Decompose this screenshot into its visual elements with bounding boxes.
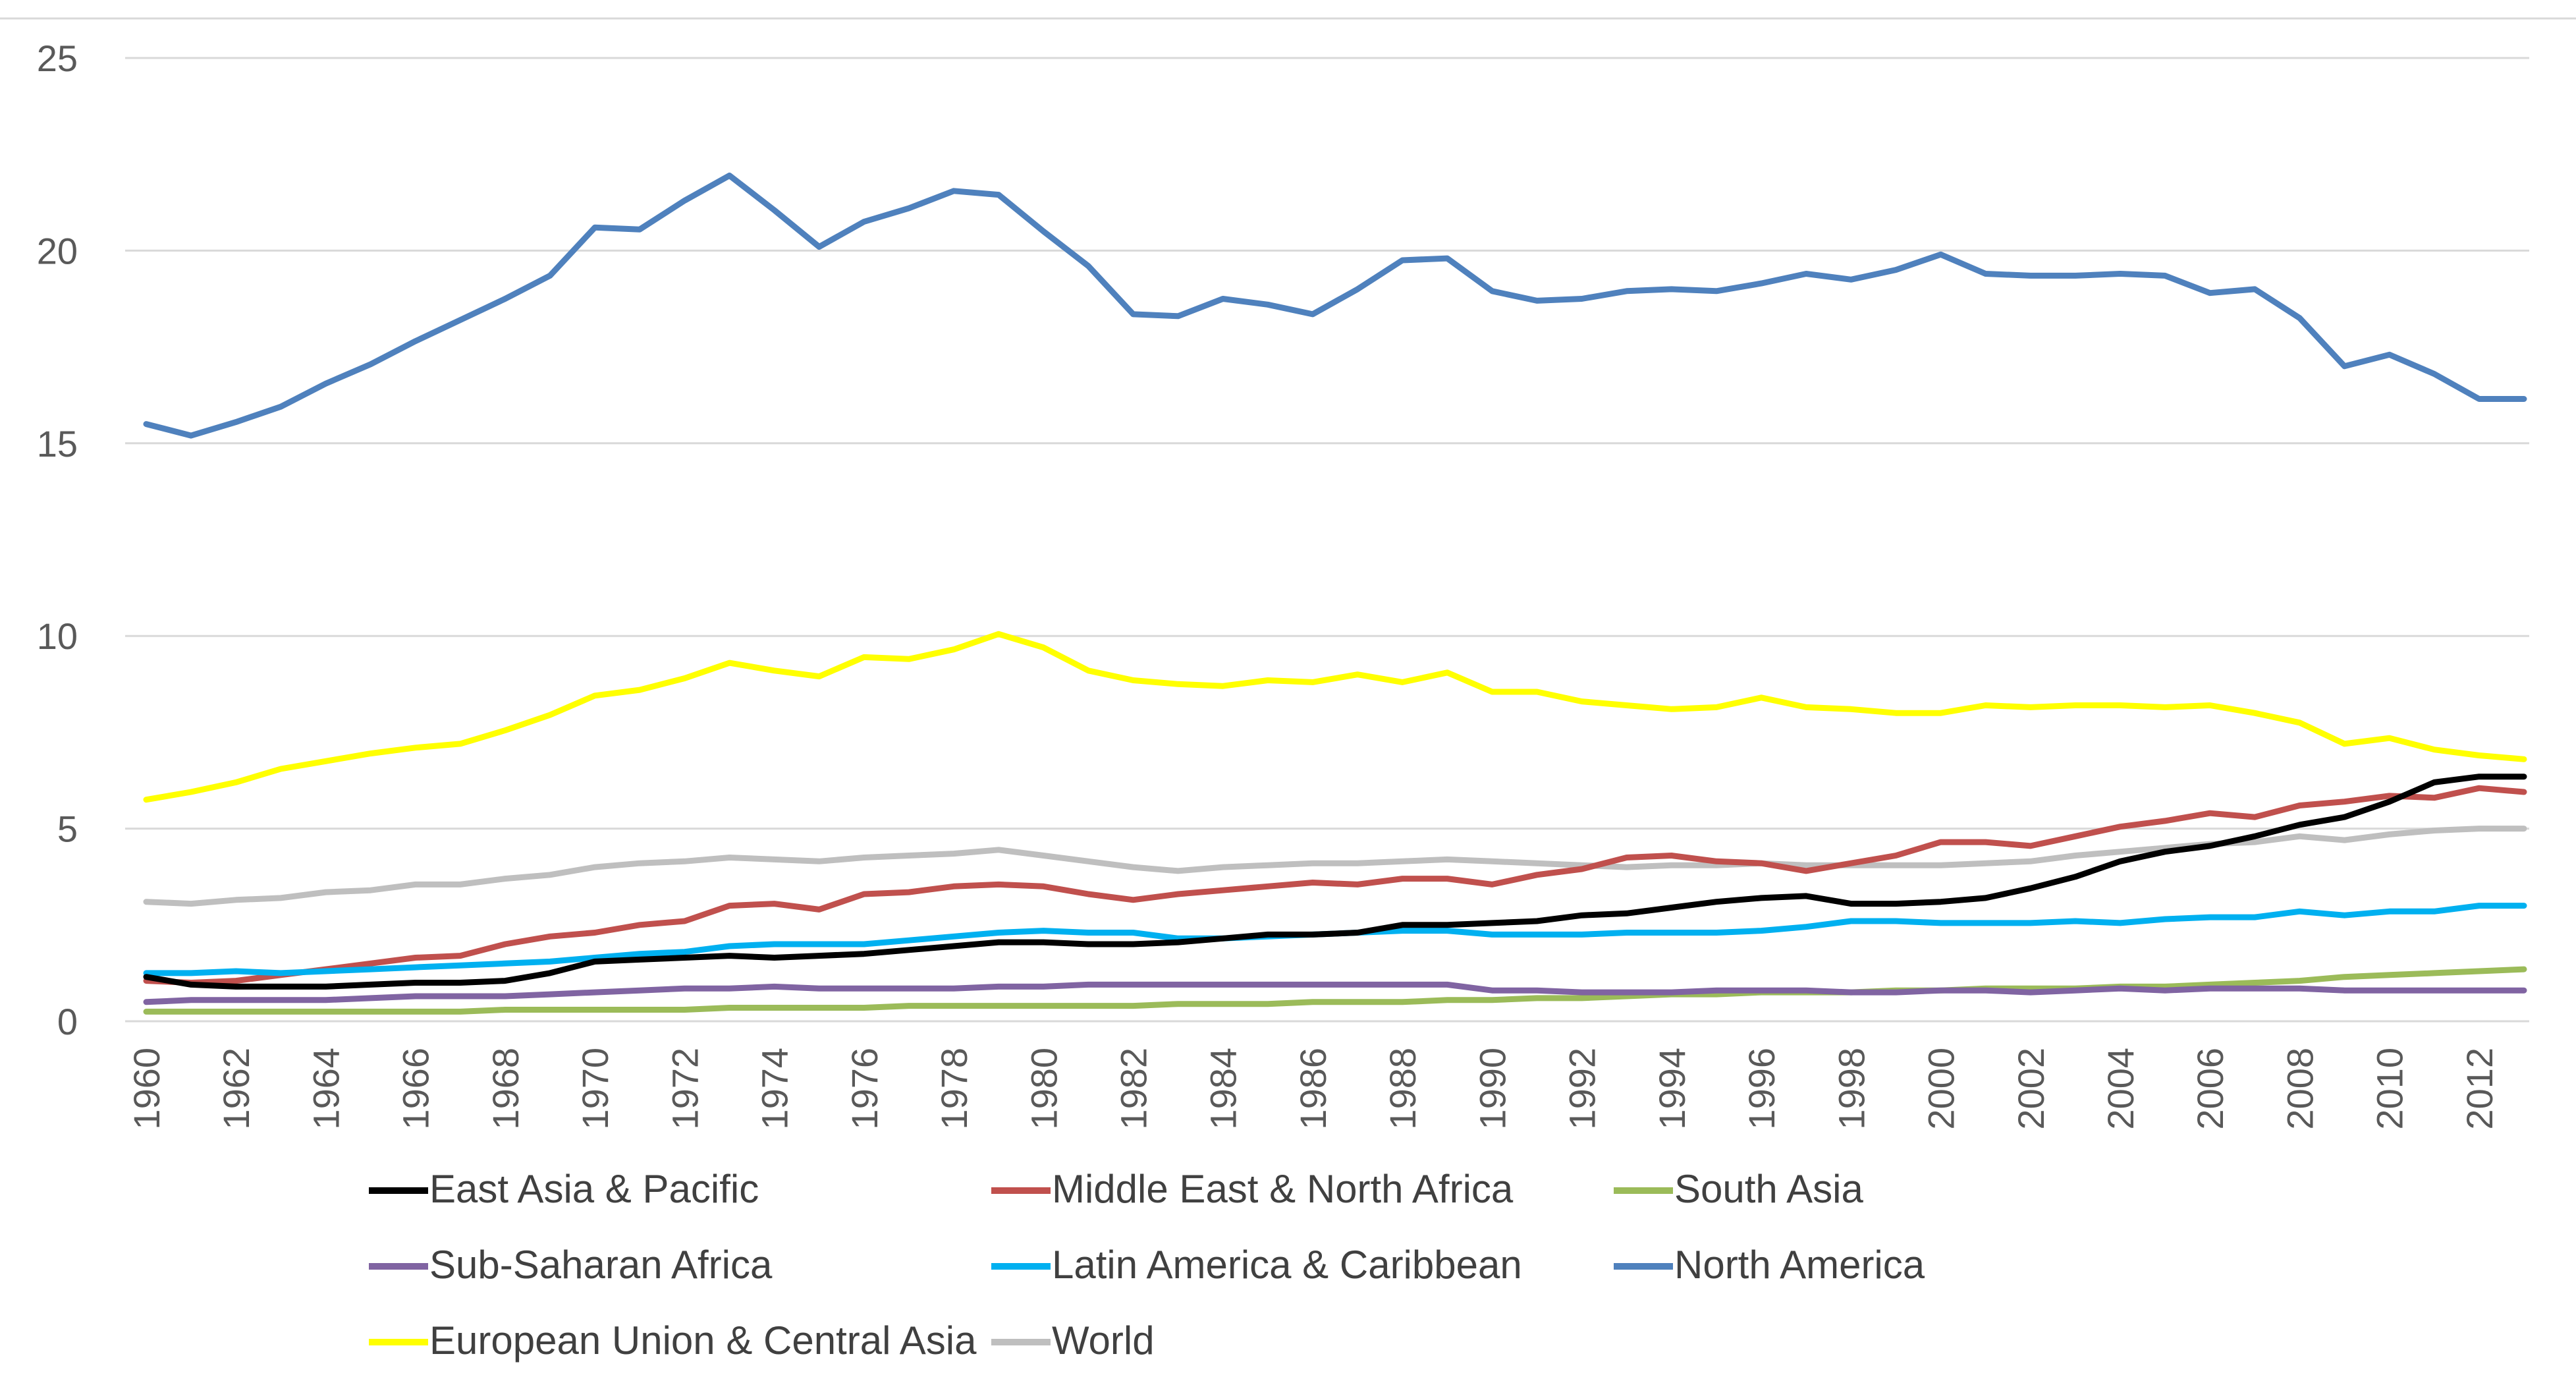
y-tick-label: 15	[37, 423, 78, 465]
x-axis-ticks: 1960 1962 1964 1966 1968 1970 1972 1974 1976 1978…	[126, 1048, 2500, 1130]
legend-label: Sub-Saharan Africa	[429, 1243, 773, 1287]
x-tick-label: 1982	[1112, 1048, 1154, 1130]
y-tick-label: 20	[37, 230, 78, 271]
x-tick-label: 2012	[2459, 1048, 2500, 1130]
x-tick-label: 1992	[1562, 1048, 1603, 1130]
y-tick-label: 0	[57, 1001, 78, 1042]
series-line-0	[143, 774, 2527, 990]
x-tick-label: 1974	[754, 1048, 796, 1130]
x-tick-label: 1972	[664, 1048, 705, 1130]
series-line-1	[143, 785, 2527, 986]
gridlines	[0, 17, 2576, 1023]
y-tick-label: 25	[37, 38, 78, 79]
x-tick-label: 1996	[1741, 1048, 1782, 1130]
series-line-6	[143, 631, 2527, 803]
series-line-4	[143, 903, 2527, 976]
legend-label: North America	[1674, 1243, 1925, 1287]
x-tick-label: 2008	[2279, 1048, 2320, 1130]
series-line-7	[143, 826, 2527, 907]
x-tick-label: 2002	[2010, 1048, 2052, 1130]
legend-label: South Asia	[1674, 1167, 1864, 1211]
x-tick-label: 2000	[1921, 1048, 1962, 1130]
x-tick-label: 1994	[1651, 1048, 1693, 1130]
x-tick-label: 1990	[1471, 1048, 1513, 1130]
x-tick-label: 1998	[1830, 1048, 1872, 1130]
y-tick-label: 5	[57, 808, 78, 850]
x-tick-label: 2010	[2369, 1048, 2411, 1130]
x-tick-label: 1964	[305, 1048, 346, 1130]
x-tick-label: 1980	[1023, 1048, 1064, 1130]
series-line-5	[143, 172, 2527, 439]
x-tick-label: 1978	[933, 1048, 975, 1130]
legend: East Asia & Pacific Middle East & North A…	[369, 1167, 1925, 1363]
legend-label: European Union & Central Asia	[429, 1318, 977, 1363]
legend-label: East Asia & Pacific	[429, 1167, 759, 1211]
x-tick-label: 1966	[395, 1048, 437, 1130]
y-axis-ticks: 0 5 10 15 20 25	[37, 38, 78, 1042]
x-tick-label: 2004	[2100, 1048, 2141, 1130]
x-tick-label: 1986	[1292, 1048, 1334, 1130]
x-tick-label: 1962	[215, 1048, 257, 1130]
y-tick-label: 10	[37, 615, 78, 657]
x-tick-label: 1968	[485, 1048, 526, 1130]
x-tick-label: 1988	[1382, 1048, 1423, 1130]
series-line-3	[143, 981, 2527, 1005]
x-tick-label: 1984	[1203, 1048, 1244, 1130]
x-tick-label: 1960	[126, 1048, 167, 1130]
legend-label: World	[1052, 1318, 1155, 1363]
x-tick-label: 2006	[2189, 1048, 2231, 1130]
series-lines	[143, 172, 2527, 1015]
legend-label: Latin America & Caribbean	[1052, 1243, 1522, 1287]
x-tick-label: 1970	[574, 1048, 616, 1130]
legend-label: Middle East & North Africa	[1052, 1167, 1514, 1211]
x-tick-label: 1976	[844, 1048, 885, 1130]
